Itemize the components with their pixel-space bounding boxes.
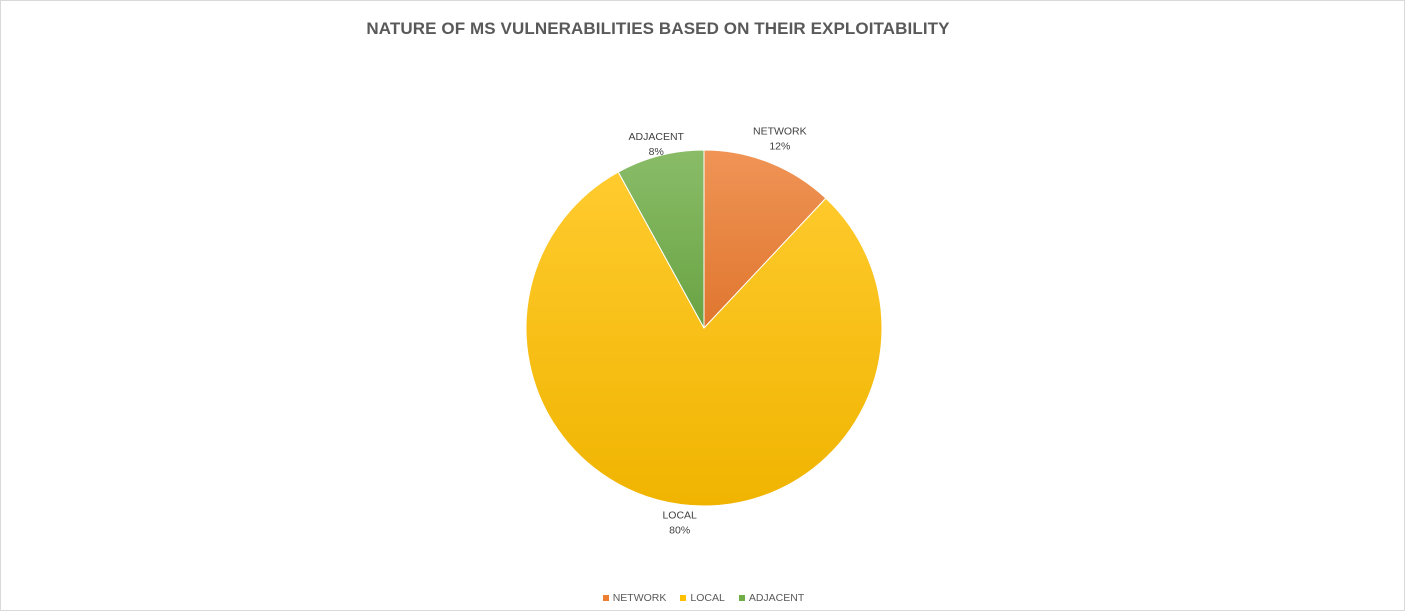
data-label-category-local: LOCAL <box>662 509 697 521</box>
legend-label-local: LOCAL <box>690 592 725 604</box>
legend-item-network: NETWORK <box>602 592 667 604</box>
legend-item-local: LOCAL <box>680 592 725 604</box>
data-label-value-local: 80% <box>669 524 690 536</box>
legend-swatch-adjacent <box>738 595 745 601</box>
data-label-value-network: 12% <box>769 140 790 152</box>
pie-slices <box>525 149 883 507</box>
pie-slice-local <box>525 171 883 507</box>
legend-swatch-network <box>602 595 609 601</box>
legend-label-adjacent: ADJACENT <box>748 592 805 604</box>
legend-item-adjacent: ADJACENT <box>738 592 805 604</box>
pie-slice-network <box>703 149 827 330</box>
legend-swatch-local <box>680 595 687 601</box>
pie-slice-adjacent <box>617 149 705 329</box>
data-label-value-adjacent: 8% <box>649 146 664 158</box>
legend-label-network: NETWORK <box>612 592 667 604</box>
data-label-category-adjacent: ADJACENT <box>629 131 685 143</box>
legend: NETWORK LOCAL ADJACENT <box>1 592 1405 604</box>
chart-title: NATURE OF MS VULNERABILITIES BASED ON TH… <box>366 19 950 38</box>
data-labels: NETWORK 12% LOCAL 80% ADJACENT 8% <box>629 125 807 536</box>
data-label-category-network: NETWORK <box>753 125 807 137</box>
